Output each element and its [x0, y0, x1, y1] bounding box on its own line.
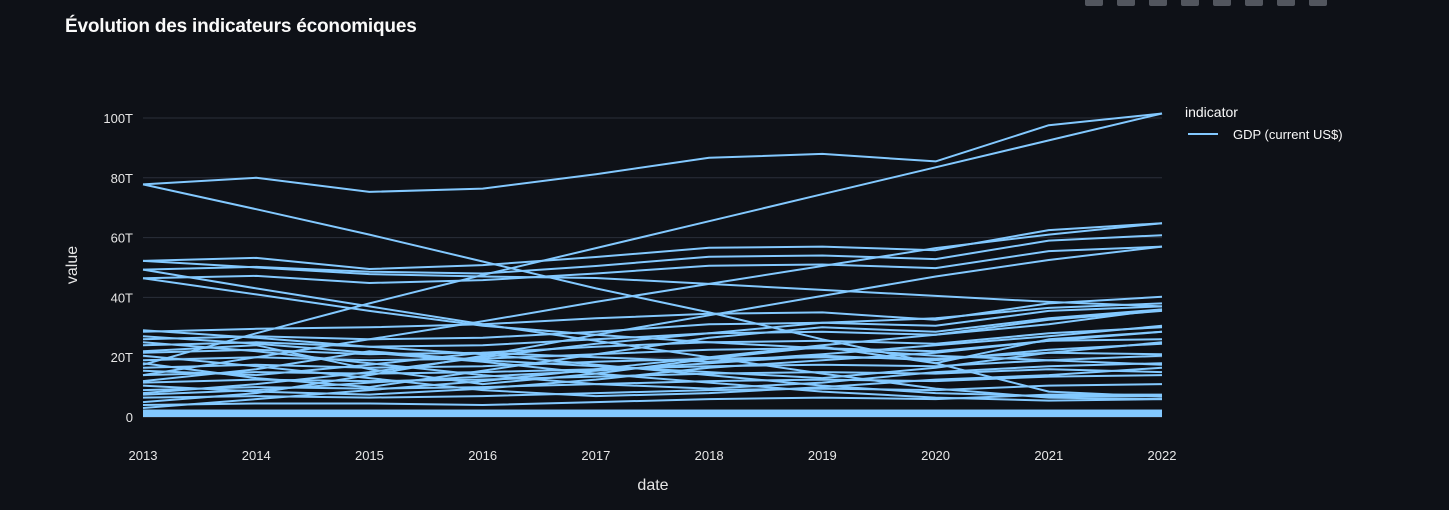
x-tick-label: 2018: [695, 448, 724, 463]
y-tick-label: 20T: [111, 350, 133, 365]
y-tick-label: 80T: [111, 171, 133, 186]
series-line[interactable]: [142, 368, 1163, 384]
x-tick-label: 2013: [129, 448, 158, 463]
series-lines[interactable]: [142, 112, 1163, 418]
series-line[interactable]: [142, 354, 1163, 398]
legend[interactable]: indicator GDP (current US$): [1185, 104, 1343, 142]
fullscreen-icon[interactable]: [1309, 0, 1327, 6]
series-line[interactable]: [142, 259, 1163, 308]
series-band-near-zero: [143, 409, 1162, 417]
series-line[interactable]: [142, 305, 1163, 341]
autoscale-icon[interactable]: [1245, 0, 1263, 6]
legend-entry-gdp[interactable]: GDP (current US$): [1233, 127, 1343, 142]
x-tick-label: 2020: [921, 448, 950, 463]
series-line[interactable]: [142, 222, 1163, 270]
y-tick-label: 40T: [111, 290, 133, 305]
x-tick-label: 2017: [581, 448, 610, 463]
y-tick-label: 60T: [111, 231, 133, 246]
series-line[interactable]: [142, 329, 1162, 398]
series-line[interactable]: [142, 234, 1163, 275]
y-axis-label: value: [64, 246, 81, 284]
series-line[interactable]: [142, 112, 1163, 193]
modebar: [1085, 0, 1327, 6]
series-line[interactable]: [142, 383, 1163, 399]
series-line[interactable]: [142, 245, 1163, 284]
series-line[interactable]: [142, 295, 1163, 333]
y-tick-label: 100T: [103, 111, 133, 126]
series-line[interactable]: [142, 309, 1163, 348]
x-tick-label: 2019: [808, 448, 837, 463]
series-line[interactable]: [142, 245, 1163, 404]
series-line[interactable]: [142, 324, 1163, 377]
chart-title: Évolution des indicateurs économiques: [65, 16, 417, 37]
series-line[interactable]: [142, 341, 1163, 390]
series-line[interactable]: [142, 374, 1163, 392]
series-line[interactable]: [142, 308, 1163, 389]
legend-title: indicator: [1185, 104, 1238, 120]
zoom-in-icon[interactable]: [1181, 0, 1199, 6]
series-line[interactable]: [142, 326, 1163, 356]
axes: 0 20T 40T 60T 80T 100T 2013 2014 2015 2016 2017 201…: [103, 111, 1176, 463]
series-line[interactable]: [142, 268, 1163, 401]
zoom-out-icon[interactable]: [1213, 0, 1231, 6]
pan-icon[interactable]: [1149, 0, 1167, 6]
series-line[interactable]: [142, 393, 1162, 406]
y-tick-label: 0: [126, 410, 133, 425]
camera-icon[interactable]: [1085, 0, 1103, 6]
series-line[interactable]: [142, 308, 1163, 409]
x-tick-label: 2021: [1034, 448, 1063, 463]
x-axis-label: date: [637, 477, 668, 494]
x-tick-label: 2015: [355, 448, 384, 463]
x-tick-label: 2022: [1148, 448, 1177, 463]
zoom-icon[interactable]: [1117, 0, 1135, 6]
series-line[interactable]: [142, 342, 1163, 396]
x-tick-label: 2014: [242, 448, 271, 463]
series-line[interactable]: [142, 302, 1163, 395]
series-line[interactable]: [142, 112, 1163, 366]
reset-axes-icon[interactable]: [1277, 0, 1295, 6]
series-line[interactable]: [142, 330, 1163, 396]
x-tick-label: 2016: [468, 448, 497, 463]
series-line[interactable]: [142, 335, 1163, 402]
